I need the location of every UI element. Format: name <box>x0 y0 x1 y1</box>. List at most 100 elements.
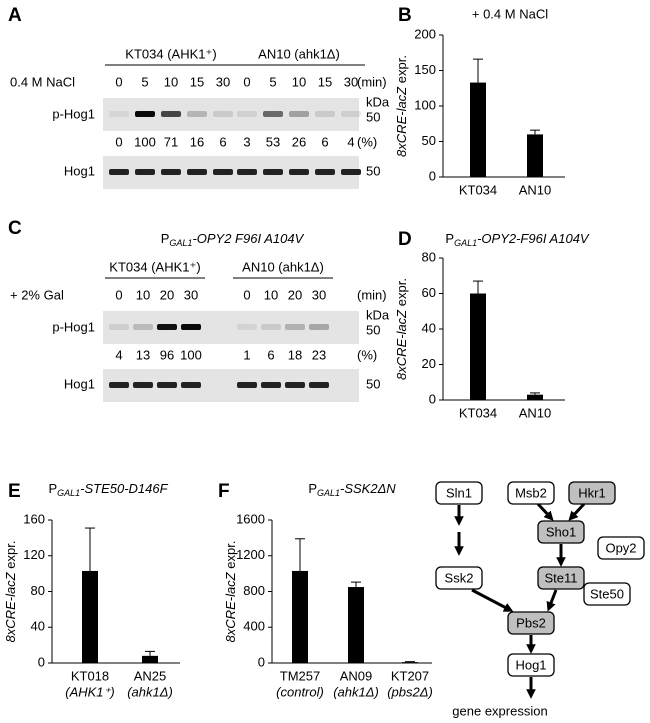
loading-band <box>315 169 335 175</box>
band <box>157 324 177 330</box>
title-rest: -OPY2 F96I A104V <box>192 231 304 246</box>
pathway-node <box>507 653 555 677</box>
node-label: Msb2 <box>515 485 547 500</box>
marker-label: 50 <box>366 109 380 124</box>
loading-band <box>109 169 129 175</box>
time-label: 30 <box>312 287 326 302</box>
y-tick-label: 80 <box>31 583 45 598</box>
x-tick-sublabel: (ahk1Δ) <box>333 684 379 699</box>
panel-label: B <box>398 5 412 26</box>
chart-title: + 0.4 M NaCl <box>472 6 548 21</box>
quant-label: 26 <box>292 134 306 149</box>
band <box>109 324 129 330</box>
quant-label: 53 <box>266 134 280 149</box>
time-label: 10 <box>164 74 178 89</box>
node-label: Ssk2 <box>445 570 474 585</box>
group-label: KT034 (AHK1⁺) <box>125 46 216 61</box>
bar <box>142 655 158 663</box>
y-tick-label: 150 <box>414 62 436 77</box>
panel-label: E <box>8 481 21 502</box>
time-label: 30 <box>344 74 358 89</box>
band <box>237 111 257 117</box>
marker-label: 50 <box>366 163 380 178</box>
time-label: 15 <box>190 74 204 89</box>
x-tick-label: KT034 <box>459 405 497 420</box>
x-tick-sublabel: (AHK1⁺) <box>65 684 114 699</box>
time-label: 0 <box>243 287 250 302</box>
row-label: p-Hog1 <box>52 106 95 121</box>
y-tick-label: 50 <box>422 133 436 148</box>
band <box>285 324 305 330</box>
title-subscript: GAL1 <box>57 488 80 498</box>
pathway-arrows <box>454 502 586 699</box>
pathway-node <box>435 481 483 505</box>
blot-strip <box>103 311 359 344</box>
y-tick-label: 160 <box>23 511 45 526</box>
x-tick-label: AN09 <box>340 668 373 683</box>
pathway-node <box>435 566 483 590</box>
title-rest: -SSK2ΔN <box>340 481 396 496</box>
time-unit: (min) <box>357 287 387 302</box>
band <box>109 111 129 117</box>
loading-band <box>263 169 283 175</box>
band <box>309 324 329 330</box>
quant-label: 4 <box>347 134 354 149</box>
treatment-label: 0.4 M NaCl <box>10 74 75 89</box>
loading-band <box>161 169 181 175</box>
quant-label: 0 <box>115 134 122 149</box>
x-tick-label: TM257 <box>280 668 320 683</box>
panel-label: C <box>8 218 22 239</box>
loading-band <box>237 382 257 388</box>
loading-band <box>213 169 233 175</box>
band <box>181 324 201 330</box>
y-tick-label: 20 <box>422 356 436 371</box>
title-subscript: GAL1 <box>169 238 192 248</box>
node-label: Ste50 <box>590 586 624 601</box>
x-tick-label: KT018 <box>71 668 109 683</box>
pathway-node <box>507 611 555 635</box>
band <box>315 111 335 117</box>
time-label: 20 <box>288 287 302 302</box>
y-tick-label: 40 <box>31 619 45 634</box>
y-tick-label: 120 <box>23 547 45 562</box>
y-axis-label: 8xCRE-lacZ expr. <box>3 541 18 643</box>
band <box>135 111 155 117</box>
time-label: 10 <box>264 287 278 302</box>
chart-title: PGAL1-SSK2ΔN <box>308 481 396 498</box>
loading-band <box>261 382 281 388</box>
time-label: 5 <box>269 74 276 89</box>
quant-label: 100 <box>134 134 156 149</box>
quant-unit: (%) <box>357 134 377 149</box>
quant-label: 4 <box>115 347 122 362</box>
title-rest: -OPY2-F96I A104V <box>477 231 590 246</box>
loading-band <box>133 382 153 388</box>
marker-label: 50 <box>366 322 380 337</box>
title-subscript: GAL1 <box>454 238 477 248</box>
y-tick-label: 200 <box>414 26 436 41</box>
pathway-node <box>537 566 585 590</box>
quant-label: 6 <box>321 134 328 149</box>
quant-label: 71 <box>164 134 178 149</box>
x-tick-sublabel: (pbs2Δ) <box>387 684 433 699</box>
y-label-plain: expr. <box>223 541 238 573</box>
loading-band <box>135 169 155 175</box>
band <box>289 111 309 117</box>
x-tick-label: KT207 <box>391 668 429 683</box>
panel-label: F <box>218 481 230 502</box>
group-label: AN10 (ahk1Δ) <box>242 259 324 274</box>
y-axis-label: 8xCRE-lacZ expr. <box>394 278 409 380</box>
y-tick-label: 0 <box>258 654 265 669</box>
kda-label: kDa <box>366 307 390 322</box>
quant-label: 100 <box>180 347 202 362</box>
node-label: Pbs2 <box>516 615 546 630</box>
y-axis-label: 8xCRE-lacZ expr. <box>394 55 409 157</box>
y-tick-label: 60 <box>422 285 436 300</box>
time-label: 10 <box>292 74 306 89</box>
pathway-node <box>597 536 645 560</box>
row-label: Hog1 <box>64 376 95 391</box>
node-label: Sho1 <box>546 524 576 539</box>
treatment-label: + 2% Gal <box>10 287 64 302</box>
band <box>263 111 283 117</box>
